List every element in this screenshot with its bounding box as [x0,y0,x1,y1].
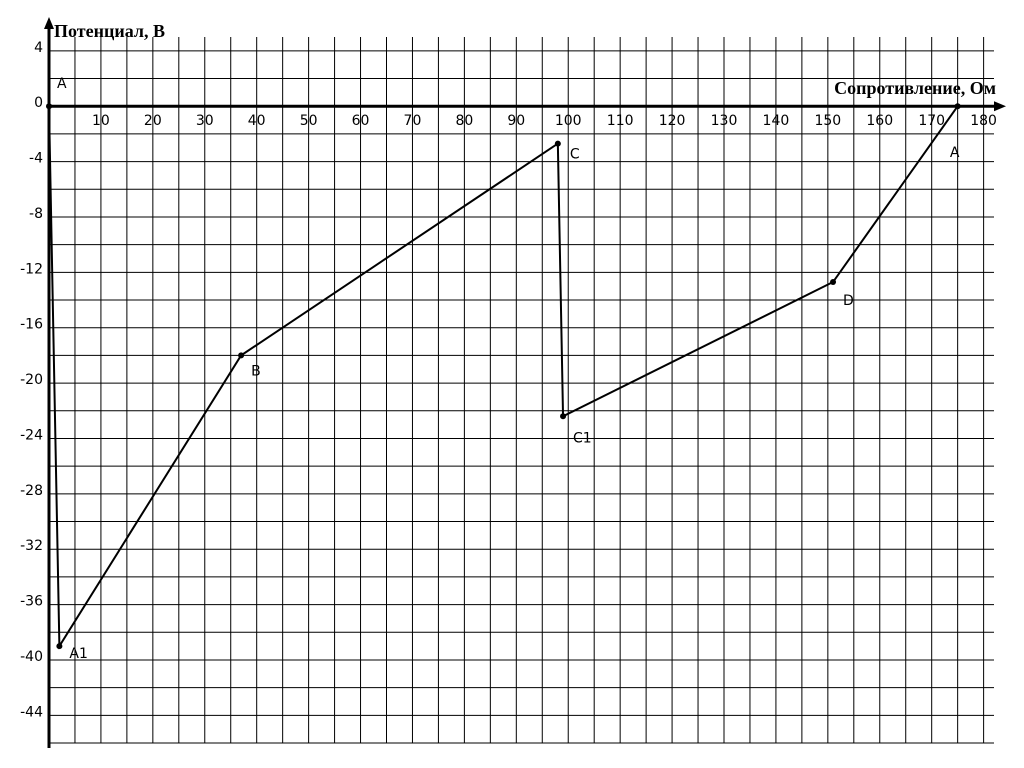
x-tick-label: 90 [507,113,525,129]
x-tick-label: 30 [196,113,214,129]
x-tick-label: 150 [814,113,841,129]
x-tick-label: 70 [404,113,422,129]
y-tick-label: -12 [20,261,43,277]
point [554,140,561,147]
y-axis-title: Потенциал, В [54,21,165,41]
x-tick-label: 10 [92,113,110,129]
x-tick-label: 80 [455,113,473,129]
y-tick-label: -16 [20,317,43,333]
x-tick-label: 180 [970,113,997,129]
x-tick-label: 50 [300,113,318,129]
point-label: B [251,363,261,379]
x-tick-label: 20 [144,113,162,129]
x-tick-label: 60 [352,113,370,129]
point [954,103,961,110]
point-label: A [57,76,67,92]
x-tick-label: 100 [555,113,582,129]
point-label: C1 [573,430,592,446]
x-tick-label: 110 [607,113,634,129]
y-tick-label: -32 [20,538,43,554]
point [560,413,567,420]
x-tick-label: 140 [763,113,790,129]
y-tick-label: -20 [20,372,43,388]
y-tick-label: 0 [34,95,43,111]
point [56,643,63,650]
point [238,352,245,359]
y-tick-label: -44 [20,704,43,720]
x-tick-label: 40 [248,113,266,129]
x-tick-label: 160 [866,113,893,129]
x-tick-label: 120 [659,113,686,129]
y-axis-arrow [44,17,54,29]
x-axis-title: Сопротивление, Ом [834,78,996,98]
y-tick-label: -4 [29,151,43,167]
y-tick-label: -8 [29,206,43,222]
point [46,103,52,110]
point-label: A1 [69,646,87,662]
x-tick-label: 170 [918,113,945,129]
point-label: C [570,147,580,163]
y-tick-label: -28 [20,483,43,499]
line [48,105,959,650]
point [830,279,837,286]
y-tick-label: -40 [20,649,43,665]
y-tick-label: -24 [20,427,43,443]
point-label: A [950,145,960,161]
x-axis-arrow [994,101,1006,112]
x-tick-label: 130 [711,113,738,129]
y-tick-label: 4 [34,40,43,56]
y-tick-label: -36 [20,594,43,610]
point-label: D [843,293,854,309]
